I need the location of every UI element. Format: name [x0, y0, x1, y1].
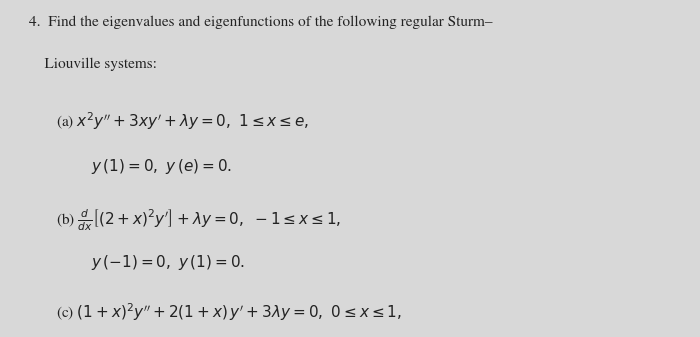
Text: Liouville systems:: Liouville systems:: [29, 57, 158, 71]
Text: (a) $x^2y'' + 3xy' + \lambda y = 0,\ 1\leq x\leq e,$: (a) $x^2y'' + 3xy' + \lambda y = 0,\ 1\l…: [56, 111, 309, 132]
Text: (c) $(1+x)^2 y'' + 2(1+x)\,y' + 3\lambda y = 0,\ 0\leq x\leq 1,$: (c) $(1+x)^2 y'' + 2(1+x)\,y' + 3\lambda…: [56, 301, 402, 323]
Text: $y\,(1) = 0,\ y\,(e) = 0.$: $y\,(1) = 0,\ y\,(e) = 0.$: [91, 157, 232, 176]
Text: (b) $\frac{d}{dx}\left[(2+x)^2 y'\right] + \lambda y = 0,\ -1\leq x\leq 1,$: (b) $\frac{d}{dx}\left[(2+x)^2 y'\right]…: [56, 207, 342, 233]
Text: $y\,(-1) = 0,\ y\,(1) = 0.$: $y\,(-1) = 0,\ y\,(1) = 0.$: [91, 253, 245, 272]
Text: 4.  Find the eigenvalues and eigenfunctions of the following regular Sturm–: 4. Find the eigenvalues and eigenfunctio…: [29, 15, 493, 29]
